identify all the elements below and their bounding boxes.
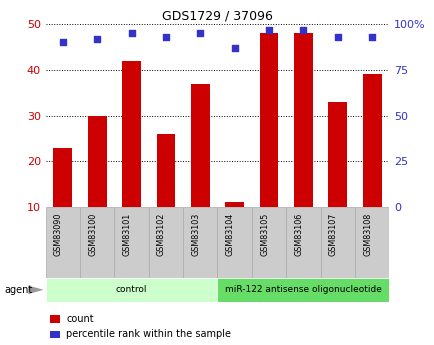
Bar xyxy=(46,207,80,278)
Point xyxy=(196,31,203,36)
Bar xyxy=(53,148,72,207)
Bar xyxy=(328,102,346,207)
Bar xyxy=(183,207,217,278)
Bar xyxy=(88,116,106,207)
Text: GSM83100: GSM83100 xyxy=(88,213,97,256)
Text: GSM83103: GSM83103 xyxy=(191,213,200,256)
Text: GSM83090: GSM83090 xyxy=(54,213,62,256)
Text: GSM83106: GSM83106 xyxy=(294,213,302,256)
Bar xyxy=(362,75,381,207)
Text: miR-122 antisense oligonucleotide: miR-122 antisense oligonucleotide xyxy=(224,285,381,294)
Bar xyxy=(251,207,286,278)
Point xyxy=(368,34,375,40)
Bar xyxy=(114,207,148,278)
Title: GDS1729 / 37096: GDS1729 / 37096 xyxy=(162,10,272,23)
Point xyxy=(265,27,272,32)
Text: GSM83104: GSM83104 xyxy=(225,213,234,256)
Bar xyxy=(80,207,114,278)
Bar xyxy=(122,61,141,207)
Point xyxy=(162,34,169,40)
Bar xyxy=(156,134,175,207)
Text: percentile rank within the sample: percentile rank within the sample xyxy=(66,329,230,339)
Text: GSM83101: GSM83101 xyxy=(122,213,131,256)
Text: GSM83102: GSM83102 xyxy=(157,213,166,256)
Bar xyxy=(225,203,243,207)
Text: agent: agent xyxy=(4,285,33,295)
Bar xyxy=(293,33,312,207)
Point xyxy=(231,45,238,51)
Point xyxy=(299,27,306,32)
Point xyxy=(59,40,66,45)
Text: GSM83108: GSM83108 xyxy=(362,213,371,256)
Bar xyxy=(148,207,183,278)
Bar xyxy=(46,278,217,302)
Point xyxy=(333,34,340,40)
Bar xyxy=(217,207,251,278)
Polygon shape xyxy=(28,285,43,294)
Text: GSM83107: GSM83107 xyxy=(328,213,337,256)
Bar xyxy=(191,83,209,207)
Text: control: control xyxy=(115,285,147,294)
Point xyxy=(128,31,135,36)
Point xyxy=(94,36,101,41)
Text: count: count xyxy=(66,314,94,324)
Text: GSM83105: GSM83105 xyxy=(260,213,268,256)
Bar xyxy=(217,278,388,302)
Bar xyxy=(354,207,388,278)
Bar xyxy=(259,33,278,207)
Bar xyxy=(320,207,354,278)
Bar xyxy=(286,207,320,278)
